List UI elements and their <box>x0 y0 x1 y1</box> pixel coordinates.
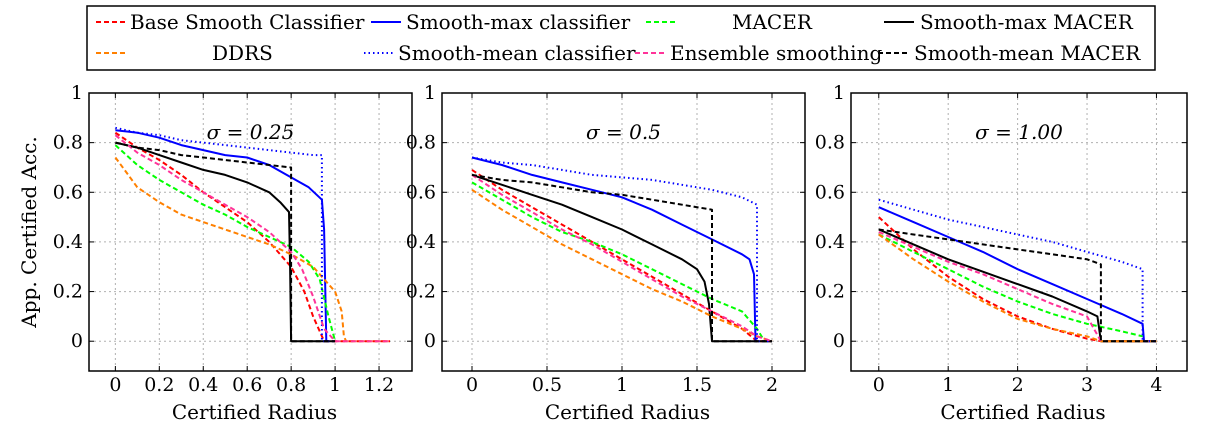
x-tick-label: 0.2 <box>144 374 174 396</box>
y-tick-label: 0 <box>424 330 436 352</box>
series-line-smooth-mean-macer <box>115 141 336 343</box>
y-tick-label: 1 <box>71 82 83 104</box>
x-tick-label: 0 <box>109 374 121 396</box>
x-axis-title: Certified Radius <box>940 400 1105 424</box>
series-line-base-smooth-classifier <box>114 131 390 343</box>
series-line-smooth-mean-macer <box>878 228 1157 343</box>
series-line-smooth-max-classifier <box>471 156 757 343</box>
y-tick-label: 0.8 <box>406 132 436 154</box>
legend-label-ensemble: Ensemble smoothing <box>670 41 882 65</box>
legend-entry-ensemble: Ensemble smoothing <box>635 41 882 65</box>
series-line-smooth-mean-classifier <box>878 198 1157 343</box>
panel-sigma-0-5: 0 0.5 1 1.5 2 0 0.2 0.4 0.6 0.8 1 σ = 0.5 Certified … <box>406 82 806 424</box>
x-tick-label: 1.5 <box>682 374 712 396</box>
series-line-ddrs <box>471 188 773 343</box>
x-tick-label: 1.2 <box>364 374 394 396</box>
panel-title: σ = 0.5 <box>586 120 661 144</box>
legend-entry-smooth-mean-macer: Smooth-mean MACER <box>878 41 1141 65</box>
x-tick-label: 4 <box>1150 374 1162 396</box>
panel-sigma-0-25: 0 0.2 0.4 0.6 0.8 1 1.2 0 0.2 0.4 0.6 0.8 1 σ = 0.25 C… <box>53 82 413 424</box>
series-line-ensemble-smoothing <box>114 134 390 343</box>
y-tick-label: 0.4 <box>406 231 436 253</box>
legend-entry-macer: MACER <box>646 10 813 34</box>
legend-label-smooth-max-macer: Smooth-max MACER <box>920 10 1134 34</box>
legend-label-ddrs: DDRS <box>212 41 273 65</box>
x-tick-label: 0.8 <box>276 374 306 396</box>
x-axis-title: Certified Radius <box>545 400 710 424</box>
series-line-ensemble-smoothing <box>878 231 1102 342</box>
x-tick-label: 1 <box>942 374 954 396</box>
y-tick-label: 0.4 <box>53 231 83 253</box>
series-line-ensemble-smoothing <box>471 174 773 343</box>
plot-frame <box>850 92 1188 372</box>
panel-title: σ = 0.25 <box>207 120 295 144</box>
y-tick-label: 0.6 <box>53 181 83 203</box>
series-line-macer <box>471 181 772 343</box>
series-line-base-smooth-classifier <box>471 169 772 343</box>
legend-entry-smooth-mean: Smooth-mean classifier <box>364 41 636 65</box>
y-tick-label: 0 <box>833 330 845 352</box>
x-tick-label: 3 <box>1081 374 1093 396</box>
series-line-base-smooth-classifier <box>878 216 1157 343</box>
y-tick-label: 0.8 <box>53 132 83 154</box>
x-tick-label: 0 <box>873 374 885 396</box>
x-tick-label: 2 <box>1012 374 1024 396</box>
series-line-macer <box>878 233 1143 338</box>
legend: Base Smooth Classifier Smooth-max classi… <box>86 5 1156 71</box>
x-tick-label: 0.4 <box>188 374 218 396</box>
y-axis-title: App. Certified Acc. <box>17 136 41 328</box>
x-tick-label: 1 <box>329 374 341 396</box>
series-line-smooth-mean-macer <box>471 173 772 343</box>
panel-sigma-1-00: 0 1 2 3 4 0 0.2 0.4 0.6 0.8 1 σ = 1.00 Certified Rad… <box>815 82 1188 424</box>
legend-label-smooth-max: Smooth-max classifier <box>406 10 631 34</box>
series-line-smooth-max-macer <box>471 173 772 343</box>
y-tick-label: 0.2 <box>53 281 83 303</box>
y-tick-label: 0.8 <box>815 132 845 154</box>
series-line-ddrs <box>114 156 390 343</box>
panel-title: σ = 1.00 <box>975 120 1063 144</box>
legend-entry-ddrs: DDRS <box>96 41 273 65</box>
y-tick-label: 0.4 <box>815 231 845 253</box>
legend-label-smooth-mean: Smooth-mean classifier <box>398 41 636 65</box>
y-tick-label: 0 <box>71 330 83 352</box>
legend-label-base-smooth: Base Smooth Classifier <box>130 10 365 34</box>
y-tick-label: 0.2 <box>406 281 436 303</box>
legend-label-macer: MACER <box>732 10 813 34</box>
x-axis-title: Certified Radius <box>172 400 337 424</box>
legend-frame <box>86 5 1156 71</box>
x-tick-label: 2 <box>766 374 778 396</box>
y-tick-label: 0.6 <box>406 181 436 203</box>
x-tick-label: 1 <box>616 374 628 396</box>
series-line-macer <box>114 144 337 342</box>
legend-entry-smooth-max: Smooth-max classifier <box>371 10 631 34</box>
x-tick-label: 0.5 <box>532 374 562 396</box>
y-tick-label: 0.6 <box>815 181 845 203</box>
y-tick-label: 1 <box>833 82 845 104</box>
series-line-smooth-max-classifier <box>115 129 329 343</box>
y-tick-label: 1 <box>424 82 436 104</box>
legend-entry-base-smooth: Base Smooth Classifier <box>96 10 365 34</box>
x-tick-label: 0 <box>466 374 478 396</box>
plot-frame <box>441 92 806 372</box>
y-tick-label: 0.2 <box>815 281 845 303</box>
x-tick-label: 0.6 <box>232 374 262 396</box>
legend-entry-smooth-max-macer: Smooth-max MACER <box>884 10 1134 34</box>
series-line-smooth-max-macer <box>878 228 1157 343</box>
plot-frame <box>88 92 413 372</box>
series-line-ddrs <box>878 233 1157 343</box>
legend-label-smooth-mean-macer: Smooth-mean MACER <box>914 41 1141 65</box>
